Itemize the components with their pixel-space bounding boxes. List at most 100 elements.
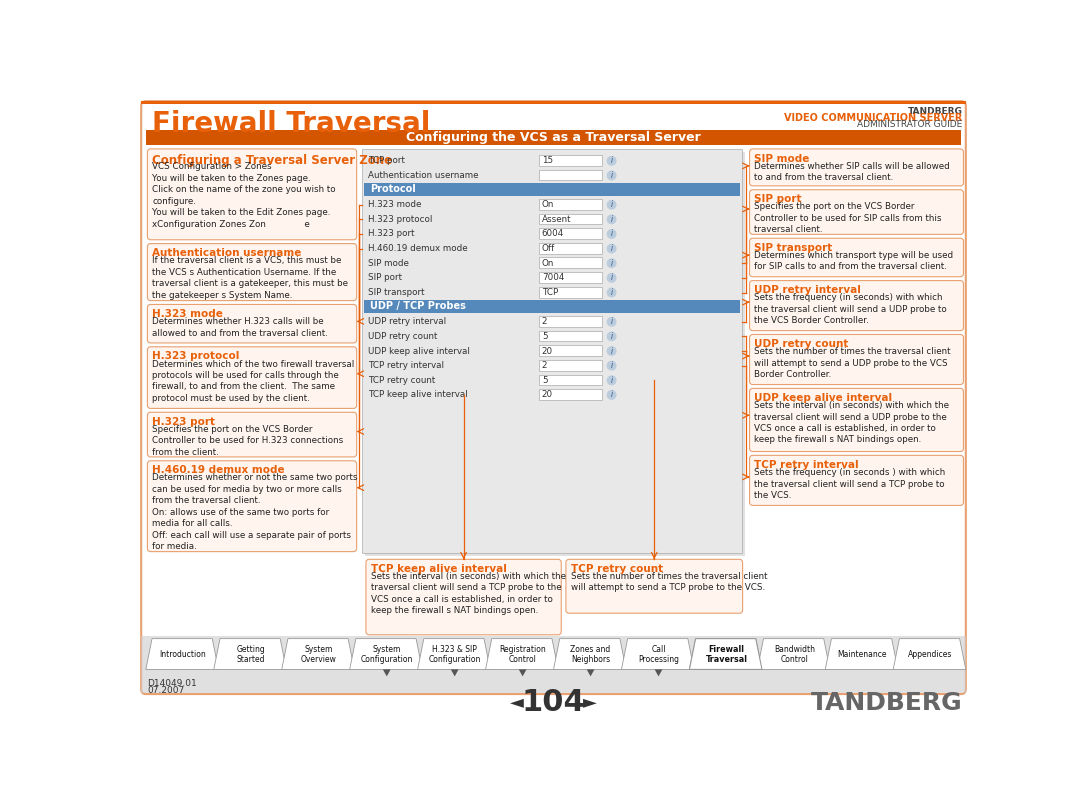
FancyBboxPatch shape xyxy=(750,455,963,505)
FancyBboxPatch shape xyxy=(366,560,562,635)
Polygon shape xyxy=(689,638,762,669)
Polygon shape xyxy=(350,638,422,669)
FancyBboxPatch shape xyxy=(147,243,356,301)
Text: Off: Off xyxy=(542,244,555,253)
Polygon shape xyxy=(554,638,626,669)
Polygon shape xyxy=(282,638,354,669)
Text: TCP retry count: TCP retry count xyxy=(570,564,663,574)
Text: TCP keep alive interval: TCP keep alive interval xyxy=(368,390,468,400)
Bar xyxy=(362,149,742,553)
Text: 6004: 6004 xyxy=(542,230,564,238)
Text: Bandwidth
Control: Bandwidth Control xyxy=(774,645,815,664)
Text: ADMINISTRATOR GUIDE: ADMINISTRATOR GUIDE xyxy=(858,120,962,129)
Text: Determines whether SIP calls will be allowed
to and from the traversal client.: Determines whether SIP calls will be all… xyxy=(754,161,950,182)
Text: H.460.19 demux mode: H.460.19 demux mode xyxy=(368,244,468,253)
Text: UDP / TCP Probes: UDP / TCP Probes xyxy=(369,302,465,311)
Text: i: i xyxy=(610,288,612,297)
Text: i: i xyxy=(610,332,612,341)
Bar xyxy=(539,331,603,341)
Text: SIP transport: SIP transport xyxy=(754,242,833,253)
Text: TCP retry interval: TCP retry interval xyxy=(754,460,859,470)
Text: i: i xyxy=(610,317,612,326)
Text: SIP transport: SIP transport xyxy=(368,288,424,297)
Text: UDP keep alive interval: UDP keep alive interval xyxy=(754,393,892,403)
Circle shape xyxy=(607,215,616,224)
Text: Configuring the VCS as a Traversal Server: Configuring the VCS as a Traversal Serve… xyxy=(406,131,701,144)
Polygon shape xyxy=(654,669,662,676)
Circle shape xyxy=(607,288,616,297)
Bar xyxy=(539,375,603,385)
Text: i: i xyxy=(610,346,612,355)
Polygon shape xyxy=(757,638,829,669)
Text: If the traversal client is a VCS, this must be
the VCS s Authentication Username: If the traversal client is a VCS, this m… xyxy=(152,256,348,300)
Text: TCP keep alive interval: TCP keep alive interval xyxy=(370,564,507,574)
Circle shape xyxy=(607,333,616,341)
Text: i: i xyxy=(610,273,612,282)
Text: Authentication username: Authentication username xyxy=(152,248,301,258)
Text: 20: 20 xyxy=(542,390,553,400)
Circle shape xyxy=(607,230,616,238)
Circle shape xyxy=(607,259,616,268)
Text: Registration
Control: Registration Control xyxy=(499,645,546,664)
Bar xyxy=(539,257,603,268)
Text: Introduction: Introduction xyxy=(160,650,206,659)
Text: Call
Processing: Call Processing xyxy=(638,645,679,664)
Bar xyxy=(539,345,603,356)
Text: Firewall
Traversal: Firewall Traversal xyxy=(705,645,747,664)
Text: D14049.01: D14049.01 xyxy=(147,680,198,689)
FancyBboxPatch shape xyxy=(147,347,356,409)
FancyBboxPatch shape xyxy=(750,149,963,186)
Text: 5: 5 xyxy=(542,332,548,341)
Polygon shape xyxy=(893,638,966,669)
Text: i: i xyxy=(610,215,612,224)
Text: Appendices: Appendices xyxy=(908,650,953,659)
Bar xyxy=(539,199,603,210)
Text: TANDBERG: TANDBERG xyxy=(811,690,962,714)
Text: i: i xyxy=(610,157,612,165)
Polygon shape xyxy=(518,669,527,676)
Text: i: i xyxy=(610,390,612,400)
Text: UDP retry count: UDP retry count xyxy=(368,332,437,341)
Polygon shape xyxy=(825,638,897,669)
Text: UDP keep alive interval: UDP keep alive interval xyxy=(368,346,470,355)
Polygon shape xyxy=(418,638,490,669)
Text: 15: 15 xyxy=(542,157,553,165)
Text: System
Overview: System Overview xyxy=(301,645,337,664)
Text: i: i xyxy=(610,200,612,209)
Text: Authentication username: Authentication username xyxy=(368,171,478,180)
Text: UDP retry interval: UDP retry interval xyxy=(754,285,861,295)
Bar xyxy=(539,389,603,400)
Text: System
Configuration: System Configuration xyxy=(361,645,413,664)
Text: 2: 2 xyxy=(542,361,548,370)
Polygon shape xyxy=(214,638,286,669)
Text: i: i xyxy=(610,244,612,253)
Text: Configuring a Traversal Server Zone: Configuring a Traversal Server Zone xyxy=(152,153,392,166)
Polygon shape xyxy=(146,638,218,669)
Text: i: i xyxy=(610,171,612,180)
Text: UDP retry interval: UDP retry interval xyxy=(368,317,446,326)
Text: Sets the number of times the traversal client
will attempt to send a UDP probe t: Sets the number of times the traversal c… xyxy=(754,347,950,379)
Text: VCS Configuration > Zones
You will be taken to the Zones page.
Click on the name: VCS Configuration > Zones You will be ta… xyxy=(152,162,336,229)
Circle shape xyxy=(607,273,616,282)
Text: H.323 port: H.323 port xyxy=(152,417,215,427)
Text: Firewall
Traversal: Firewall Traversal xyxy=(705,645,747,664)
FancyBboxPatch shape xyxy=(566,560,743,613)
Text: Sets the frequency (in seconds) with which
the traversal client will send a UDP : Sets the frequency (in seconds) with whi… xyxy=(754,294,947,325)
Polygon shape xyxy=(621,638,694,669)
Circle shape xyxy=(607,347,616,355)
Text: ►: ► xyxy=(583,693,597,711)
Polygon shape xyxy=(383,669,391,676)
Bar xyxy=(539,169,603,181)
FancyBboxPatch shape xyxy=(750,281,963,331)
Text: H.323 mode: H.323 mode xyxy=(152,309,222,319)
Text: On: On xyxy=(542,200,554,209)
Text: 7004: 7004 xyxy=(542,273,564,282)
Text: Sets the frequency (in seconds ) with which
the traversal client will send a TCP: Sets the frequency (in seconds ) with wh… xyxy=(754,468,945,500)
Text: SIP port: SIP port xyxy=(754,195,801,204)
Text: Maintenance: Maintenance xyxy=(838,650,887,659)
Text: UDP retry count: UDP retry count xyxy=(754,339,849,349)
Text: SIP mode: SIP mode xyxy=(368,259,409,268)
Text: Specifies the port on the VCS Border
Controller to be used for SIP calls from th: Specifies the port on the VCS Border Con… xyxy=(754,203,942,234)
FancyBboxPatch shape xyxy=(141,101,966,694)
Bar xyxy=(539,316,603,327)
